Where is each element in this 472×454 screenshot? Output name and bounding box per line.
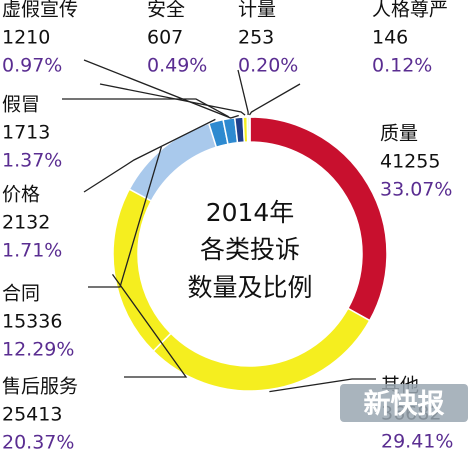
leader-lines [62, 59, 376, 393]
slice-label-name-4: 价格 [2, 184, 40, 206]
slice-label-value-2: 25413 [2, 404, 62, 426]
slice-label-pct-4: 1.71% [2, 240, 62, 262]
slice-label-value-8: 253 [238, 27, 274, 49]
leader-line-1 [269, 378, 376, 393]
donut-slice-9 [248, 116, 251, 143]
slice-label-pct-0: 33.07% [380, 179, 452, 201]
leader-line-9 [248, 83, 301, 116]
watermark: 新快报 [340, 384, 468, 422]
leader-line-4 [83, 118, 216, 193]
donut-slice-1 [152, 307, 371, 392]
slice-label-name-7: 安全 [147, 0, 185, 21]
leader-line-5 [62, 98, 229, 118]
leader-line-2 [111, 273, 188, 378]
slice-label-value-6: 1210 [2, 27, 50, 49]
slice-label-value-0: 41255 [380, 151, 440, 173]
slice-label-value-3: 15336 [2, 311, 62, 333]
center-title-line-3: 数量及比例 [187, 273, 312, 302]
slice-label-value-7: 607 [147, 27, 183, 49]
slice-label-pct-8: 0.20% [238, 55, 298, 77]
center-title-line-1: 2014年 [206, 198, 295, 227]
slice-label-name-6: 虚假宣传 [2, 0, 78, 21]
slice-label-name-2: 售后服务 [2, 376, 78, 398]
leader-line-3 [88, 146, 162, 288]
slice-label-name-3: 合同 [2, 283, 40, 305]
slice-label-pct-6: 0.97% [2, 55, 62, 77]
center-title: 2014年 各类投诉 数量及比例 [187, 198, 312, 302]
leader-line-6 [83, 59, 239, 119]
donut-slice-3 [128, 122, 218, 203]
slice-label-value-9: 146 [372, 27, 408, 49]
slice-label-value-4: 2132 [2, 212, 50, 234]
center-title-line-2: 各类投诉 [200, 235, 300, 264]
leader-line-8 [237, 69, 249, 116]
slice-label-pct-5: 1.37% [2, 150, 62, 172]
slice-label-name-5: 假冒 [2, 94, 40, 116]
slice-label-pct-7: 0.49% [147, 55, 207, 77]
slice-label-name-0: 质量 [380, 123, 418, 145]
slice-label-value-5: 1713 [2, 122, 50, 144]
watermark-text: 新快报 [364, 388, 445, 420]
watermark-badge [340, 384, 468, 422]
slice-label-pct-1: 29.41% [381, 431, 453, 453]
slice-label-pct-3: 12.29% [2, 339, 74, 361]
leader-line-7 [99, 83, 246, 116]
slice-label-pct-9: 0.12% [372, 55, 432, 77]
slice-label-pct-2: 20.37% [2, 432, 74, 454]
slice-label-name-9: 人格尊严 [372, 0, 448, 21]
slice-label-name-8: 计量 [238, 0, 276, 21]
